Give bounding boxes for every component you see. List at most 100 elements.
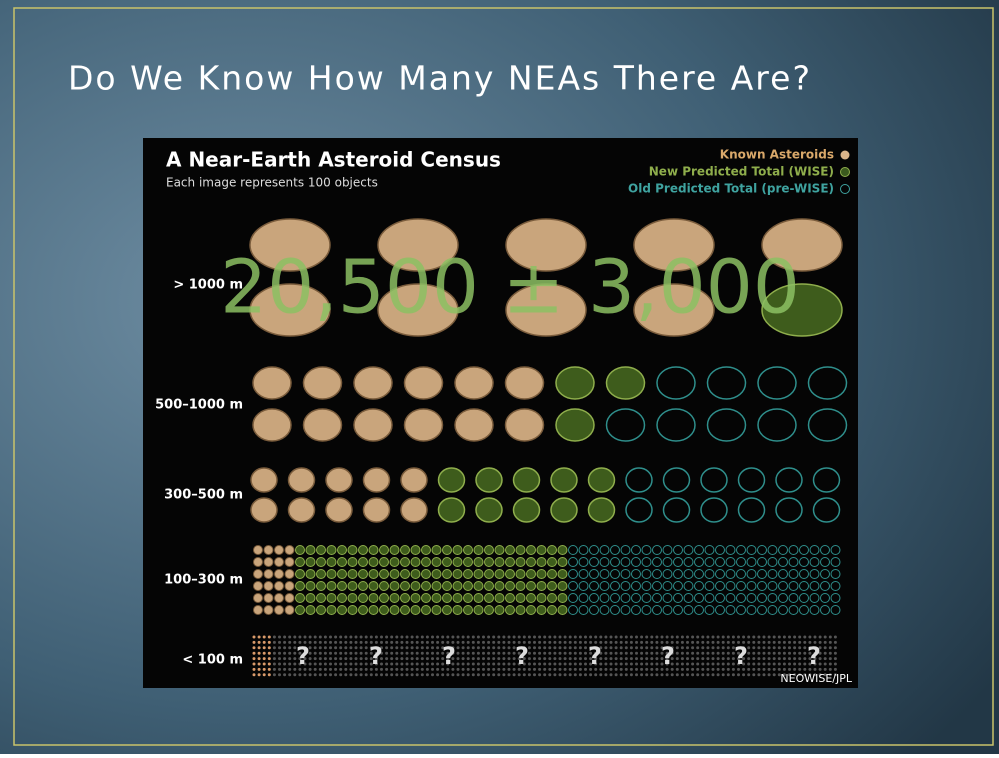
asteroid-icon <box>550 467 578 493</box>
asteroid-icon <box>594 657 598 661</box>
asteroid-icon <box>823 667 827 671</box>
asteroid-icon <box>726 635 730 639</box>
asteroid-icon <box>463 593 473 603</box>
asteroid-icon <box>767 593 778 603</box>
unknown-mark: ? <box>442 642 456 670</box>
asteroid-icon <box>604 640 608 644</box>
asteroid-icon <box>584 667 587 671</box>
asteroid-icon <box>761 283 843 337</box>
asteroid-icon <box>609 662 613 666</box>
asteroid-icon <box>706 366 747 400</box>
asteroid-icon <box>568 593 578 603</box>
asteroid-icon <box>252 673 256 677</box>
asteroid-icon <box>451 640 455 644</box>
asteroid-icon <box>456 657 460 661</box>
asteroid-icon <box>742 673 746 677</box>
asteroid-icon <box>358 569 368 579</box>
asteroid-icon <box>353 408 393 442</box>
asteroid-icon <box>526 569 536 579</box>
asteroid-icon <box>505 593 515 603</box>
asteroid-icon <box>253 569 263 579</box>
asteroid-icon <box>737 667 740 671</box>
asteroid-icon <box>777 662 781 666</box>
asteroid-icon <box>557 605 568 615</box>
asteroid-icon <box>431 581 442 591</box>
asteroid-icon <box>466 651 470 655</box>
asteroid-icon <box>507 640 511 644</box>
asteroid-icon <box>737 662 740 666</box>
asteroid-icon <box>533 635 536 639</box>
asteroid-icon <box>715 545 725 555</box>
asteroid-icon <box>344 667 348 671</box>
asteroid-icon <box>568 635 572 639</box>
asteroid-icon <box>442 593 452 603</box>
asteroid-icon <box>715 605 725 615</box>
asteroid-icon <box>742 657 746 661</box>
asteroid-icon <box>716 657 720 661</box>
asteroid-icon <box>589 605 599 615</box>
asteroid-icon <box>484 569 494 579</box>
asteroid-icon <box>329 673 332 677</box>
asteroid-icon <box>405 635 409 639</box>
asteroid-icon <box>604 651 608 655</box>
asteroid-icon <box>798 673 802 677</box>
asteroid-icon <box>452 593 463 603</box>
asteroid-icon <box>517 640 521 644</box>
asteroid-icon <box>313 640 317 644</box>
asteroid-icon <box>691 667 695 671</box>
asteroid-icon <box>400 635 404 639</box>
asteroid-icon <box>344 640 348 644</box>
asteroid-icon <box>746 545 757 555</box>
asteroid-icon <box>752 667 756 671</box>
asteroid-icon <box>431 646 434 650</box>
asteroid-icon <box>344 662 348 666</box>
asteroid-icon <box>337 545 347 555</box>
asteroid-icon <box>451 651 455 655</box>
asteroid-icon <box>543 635 547 639</box>
asteroid-icon <box>274 605 284 615</box>
credit: NEOWISE/JPL <box>780 672 852 685</box>
asteroid-icon <box>725 569 736 579</box>
asteroid-icon <box>272 640 276 644</box>
asteroid-icon <box>737 640 740 644</box>
asteroid-icon <box>803 662 807 666</box>
asteroid-icon <box>686 640 689 644</box>
asteroid-icon <box>476 667 480 671</box>
asteroid-icon <box>344 673 348 677</box>
asteroid-icon <box>691 662 695 666</box>
asteroid-icon <box>425 657 429 661</box>
asteroid-icon <box>288 657 292 661</box>
asteroid-icon <box>629 646 633 650</box>
asteroid-icon <box>252 651 256 655</box>
asteroid-icon <box>624 673 628 677</box>
asteroid-icon <box>589 662 593 666</box>
asteroid-icon <box>619 651 623 655</box>
asteroid-icon <box>452 581 463 591</box>
asteroid-icon <box>400 646 404 650</box>
asteroid-icon <box>807 366 848 400</box>
asteroid-icon <box>680 662 684 666</box>
asteroid-icon <box>400 651 404 655</box>
asteroid-icon <box>798 662 802 666</box>
asteroid-icon <box>390 635 394 639</box>
asteroid-icon <box>777 673 781 677</box>
asteroid-icon <box>313 635 317 639</box>
asteroid-icon <box>772 657 776 661</box>
asteroid-icon <box>568 673 572 677</box>
asteroid-icon <box>767 545 778 555</box>
asteroid-icon <box>283 635 287 639</box>
asteroid-icon <box>650 640 654 644</box>
asteroid-icon <box>515 569 526 579</box>
asteroid-icon <box>629 667 633 671</box>
asteroid-icon <box>568 605 578 615</box>
asteroid-icon <box>389 605 400 615</box>
asteroid-icon <box>494 569 505 579</box>
asteroid-icon <box>803 651 807 655</box>
asteroid-icon <box>395 673 399 677</box>
asteroid-icon <box>772 662 776 666</box>
asteroid-icon <box>793 651 797 655</box>
asteroid-icon <box>813 662 817 666</box>
asteroid-icon <box>380 662 383 666</box>
asteroid-icon <box>589 581 599 591</box>
asteroid-icon <box>257 667 261 671</box>
